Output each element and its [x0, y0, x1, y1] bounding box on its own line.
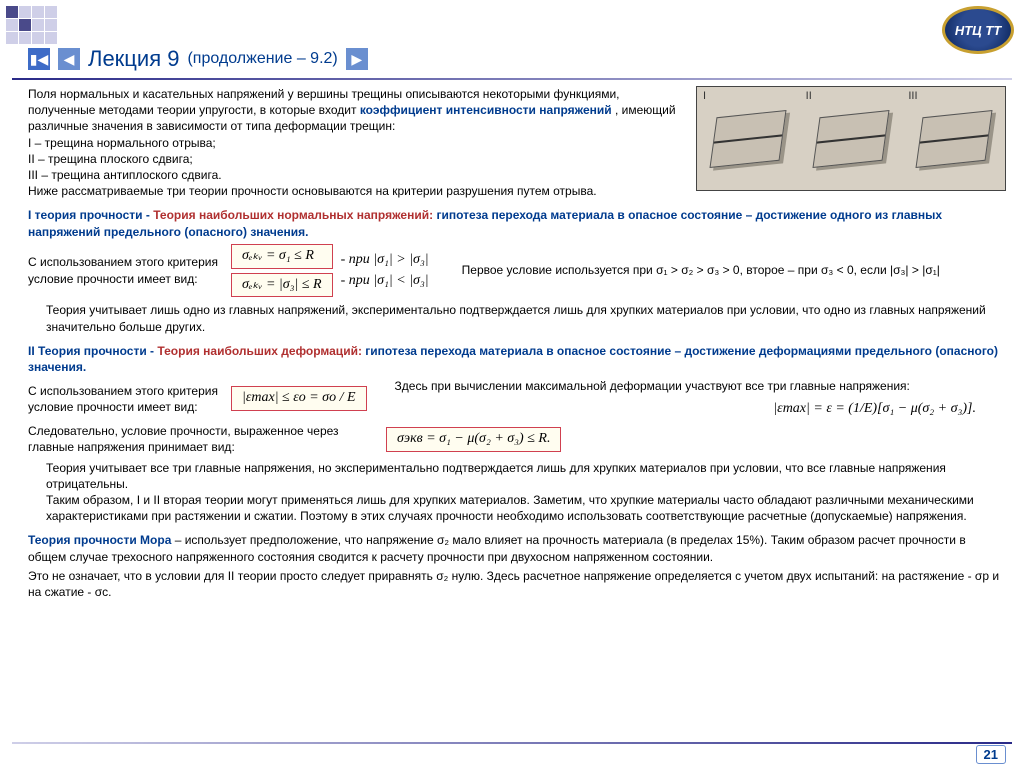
theory-1: I теория прочности - Теория наибольших н… [28, 207, 1006, 335]
page-number: 21 [976, 745, 1006, 764]
logo-badge: НТЦ ТТ [942, 6, 1014, 54]
t1-head-a: I теория прочности - [28, 208, 153, 222]
page-subtitle: (продолжение – 9.2) [187, 50, 337, 68]
mode-label-2: II [806, 89, 812, 104]
t2-note: Теория учитывает все три главные напряже… [28, 460, 1006, 525]
t2-conseq: Следовательно, условие прочности, выраже… [28, 423, 378, 455]
t2-head-b: Теория наибольших деформаций: [157, 344, 362, 358]
intro-p2: Ниже рассматриваемые три теории прочност… [28, 184, 597, 198]
decor-squares [6, 6, 57, 44]
intro-em: коэффициент интенсивности напряжений [360, 103, 612, 117]
intro-l3: III – трещина антиплоского сдвига. [28, 168, 222, 182]
t1-formula-b: σₑₖᵥ = |σ₃| ≤ R [231, 273, 333, 298]
divider-top [12, 78, 1012, 80]
nav-first-icon[interactable]: ▮◀ [28, 48, 50, 70]
t1-head-b: Теория наибольших нормальных напряжений: [153, 208, 433, 222]
crack-modes-figure: I II III [696, 86, 1006, 191]
theory-2: II Теория прочности - Теория наибольших … [28, 343, 1006, 525]
t2-use: С использованием этого критерия условие … [28, 383, 223, 415]
nav-next-icon[interactable]: ▶ [346, 48, 368, 70]
t2-formula-a: |εmax| ≤ εo = σo / E [231, 386, 367, 411]
t2-formula-side: |εmax| = ε = (1/E)[σ₁ − μ(σ₂ + σ₃)]. [773, 401, 976, 416]
t2-side: Здесь при вычислении максимальной деформ… [395, 379, 910, 393]
t1-note: Теория учитывает лишь одно из главных на… [28, 302, 1006, 334]
nav-prev-icon[interactable]: ◀ [58, 48, 80, 70]
intro-l1: I – трещина нормального отрыва; [28, 136, 216, 150]
mode-label-3: III [908, 89, 917, 104]
mode-label-1: I [703, 89, 706, 104]
t1-use: С использованием этого критерия условие … [28, 254, 223, 286]
divider-bottom [12, 742, 1012, 744]
t1-formula-a: σₑₖᵥ = σ₁ ≤ R [231, 244, 333, 269]
t2-head-a: II Теория прочности - [28, 344, 157, 358]
intro-l2: II – трещина плоского сдвига; [28, 152, 193, 166]
t1-side: Первое условие используется при σ₁ > σ₂ … [437, 262, 1006, 278]
logo-text: НТЦ ТТ [955, 23, 1001, 38]
t2-formula-b: σэкв = σ₁ − μ(σ₂ + σ₃) ≤ R. [386, 427, 561, 452]
mohr-p2: Это не означает, что в условии для II те… [28, 568, 1006, 600]
t1-cond-b: - при |σ₁| < |σ₃| [341, 272, 429, 291]
content-area: Поля нормальных и касательных напряжений… [28, 86, 1006, 738]
slide-header: ▮◀ ◀ Лекция 9 (продолжение – 9.2) ▶ [28, 46, 368, 72]
page-title: Лекция 9 [88, 46, 179, 72]
intro-text: Поля нормальных и касательных напряжений… [28, 86, 688, 199]
theory-mohr: Теория прочности Мора – использует предп… [28, 532, 1006, 600]
t1-cond-a: - при |σ₁| > |σ₃| [341, 251, 429, 270]
mohr-head: Теория прочности Мора [28, 533, 171, 547]
